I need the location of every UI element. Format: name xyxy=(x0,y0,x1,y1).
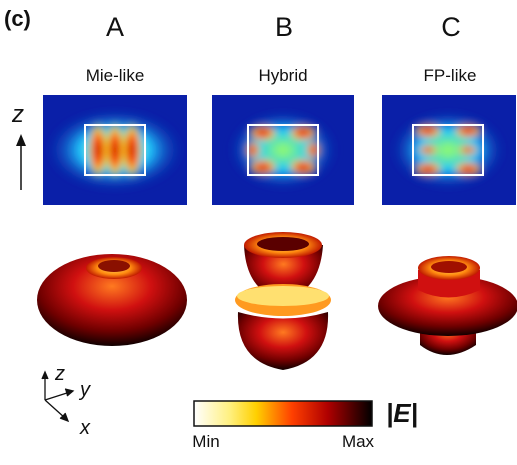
ellipse-shape xyxy=(98,260,130,272)
columns-1-label: Hybrid xyxy=(258,66,307,85)
ellipse-shape xyxy=(289,159,317,175)
ellipse-shape xyxy=(257,237,309,251)
ellipse-shape xyxy=(454,162,482,176)
columns-0-label: Mie-like xyxy=(86,66,145,85)
ellipse-shape xyxy=(289,125,317,141)
path-shape xyxy=(42,372,48,379)
panel-label: (c) xyxy=(4,6,31,31)
axes-triad-z: z xyxy=(54,363,65,385)
field-map-b xyxy=(212,95,354,205)
colorbar xyxy=(194,401,372,426)
field-map-a xyxy=(43,95,187,205)
path-shape xyxy=(65,389,73,396)
ellipse-shape xyxy=(454,124,482,138)
line-shape xyxy=(45,400,65,418)
columns-0-letter: A xyxy=(106,12,124,42)
field-map-c xyxy=(382,95,516,205)
figure: (c) A B C Mie-like Hybrid FP-like z xyxy=(0,0,517,460)
z-arrow xyxy=(16,134,26,190)
path-shape xyxy=(16,134,26,146)
shape-c xyxy=(378,256,517,355)
columns-2-letter: C xyxy=(441,12,461,42)
shape-b xyxy=(235,232,331,370)
g-shape xyxy=(228,110,338,190)
ellipse-shape xyxy=(414,162,442,176)
ellipse-shape xyxy=(414,124,442,138)
columns-2-label: FP-like xyxy=(424,66,477,85)
path-shape xyxy=(238,312,328,370)
columns-1-letter: B xyxy=(275,12,293,42)
axis-z-label: z xyxy=(11,101,24,128)
ellipse-shape xyxy=(458,145,478,155)
colorbar-title: |E| xyxy=(386,398,418,428)
ellipse-shape xyxy=(122,122,142,178)
colorbar-max-label: Max xyxy=(342,432,375,451)
ellipse-shape xyxy=(249,159,277,175)
axes-triad-y: y xyxy=(78,379,91,401)
ellipse-shape xyxy=(237,286,329,306)
ellipse-shape xyxy=(431,261,467,273)
axes-triad-x: x xyxy=(79,417,91,439)
shape-a xyxy=(37,254,187,346)
ellipse-shape xyxy=(390,110,506,190)
colorbar-min-label: Min xyxy=(192,432,219,451)
ellipse-shape xyxy=(228,110,338,190)
g-shape xyxy=(390,110,506,190)
ellipse-shape xyxy=(249,125,277,141)
g-shape xyxy=(45,108,185,192)
ellipse-shape xyxy=(418,145,438,155)
